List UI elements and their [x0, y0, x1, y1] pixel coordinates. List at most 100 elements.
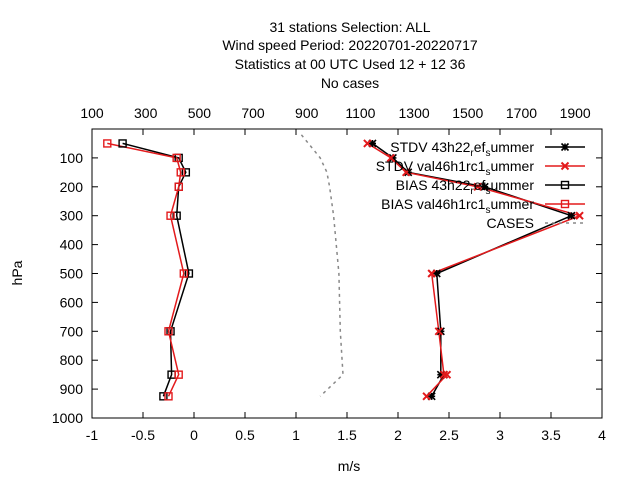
data-point: [176, 168, 185, 177]
title-line: 31 stations Selection: ALL: [269, 19, 430, 35]
data-point: [386, 153, 396, 163]
legend-label-part: BIAS 43h22: [396, 177, 471, 193]
legend-label-part: s: [485, 205, 490, 216]
x2-tick-label: 1100: [345, 105, 375, 121]
data-point: [184, 269, 194, 278]
data-point: [388, 153, 397, 162]
legend-label-part: STDV 43h22: [390, 139, 470, 155]
data-point: [174, 182, 183, 192]
x-tick-label: 2.5: [439, 427, 459, 443]
data-point: [159, 392, 168, 401]
y-tick-label: 200: [60, 179, 84, 195]
x-tick-label: 0: [190, 427, 198, 443]
y-tick-label: 700: [60, 323, 84, 339]
x2-tick-label: 700: [241, 105, 265, 121]
data-point: [422, 392, 431, 401]
legend-label-part: ummer: [490, 139, 534, 155]
data-point: [172, 211, 181, 220]
series-line: [107, 142, 185, 397]
legend-label-part: ef: [474, 139, 486, 155]
x-tick-label: -0.5: [131, 427, 155, 443]
data-point: [442, 370, 452, 379]
data-point: [480, 182, 489, 191]
y-tick-label: 600: [60, 294, 84, 310]
data-point: [172, 153, 181, 163]
legend-label-part: ummer: [490, 158, 534, 174]
title-line: Statistics at 00 UTC Used 12 + 12 36: [235, 56, 466, 72]
series-markers: [103, 139, 584, 401]
x2-tick-label: 1900: [560, 105, 591, 121]
data-point: [174, 370, 183, 379]
legend-label-part: r: [470, 148, 474, 159]
legend-label-part: s: [485, 148, 490, 159]
axis-ticks: -1 -0.5 0 0.5 1 1.5 2 2.5 3 3.5 4 100 300 500 700 900 11…: [52, 105, 606, 443]
x-tick-label: 2: [394, 427, 402, 443]
y-tick-label: 900: [60, 381, 84, 397]
data-point: [103, 139, 112, 148]
y-tick-label: 100: [60, 150, 84, 166]
title-line: Wind speed Period: 20220701-20220717: [222, 37, 478, 53]
data-point: [179, 269, 189, 278]
x-tick-label: 1.5: [337, 427, 357, 443]
legend-label-part: ummer: [490, 196, 534, 212]
legend-label: STDV val46h1rc1summer: [376, 158, 535, 178]
legend-label-part: ef: [474, 177, 486, 193]
data-point: [181, 168, 191, 177]
legend-label: CASES: [487, 215, 534, 231]
x2-tick-label: 1700: [506, 105, 537, 121]
series-lines: [107, 134, 582, 397]
y-tick-label: 300: [60, 208, 84, 224]
x2-tick-label: 300: [134, 105, 158, 121]
data-point: [401, 168, 411, 177]
x-tick-label: 1: [292, 427, 300, 443]
data-point: [473, 182, 482, 192]
data-point: [567, 211, 576, 220]
legend-label-part: s: [485, 167, 490, 178]
y-tick-label: 500: [60, 266, 84, 282]
y-tick-label: 1000: [52, 410, 83, 426]
data-point: [363, 139, 372, 148]
data-point: [404, 168, 413, 177]
data-point: [427, 269, 436, 278]
x2-tick-label: 1500: [452, 105, 483, 121]
series-line: [300, 134, 344, 397]
legend-label: BIAS 43h22refsummer: [396, 177, 535, 197]
x2-tick-label: 1300: [399, 105, 430, 121]
x-tick-label: 3.5: [541, 427, 561, 443]
data-point: [560, 142, 570, 152]
data-point: [427, 392, 436, 401]
data-point: [436, 327, 445, 336]
x2-tick-label: 900: [295, 105, 319, 121]
data-point: [164, 327, 173, 336]
series-line: [122, 142, 190, 397]
data-point: [166, 211, 175, 220]
data-point: [560, 180, 570, 190]
data-point: [560, 161, 570, 171]
x-tick-label: 0.5: [235, 427, 255, 443]
legend-label-part: ummer: [490, 177, 534, 193]
x2-tick-label: 500: [188, 105, 212, 121]
data-point: [575, 211, 584, 220]
data-point: [434, 327, 444, 336]
y-tick-label: 800: [60, 352, 84, 368]
x-tick-label: -1: [86, 427, 99, 443]
data-point: [560, 199, 570, 209]
data-point: [118, 139, 127, 148]
legend-label: STDV 43h22refsummer: [390, 139, 534, 159]
legend-label-part: STDV val46h1rc1: [376, 158, 486, 174]
legend-label: BIAS val46h1rc1summer: [381, 196, 534, 216]
data-point: [439, 370, 449, 379]
data-point: [368, 139, 377, 148]
legend-label-part: s: [485, 186, 490, 197]
x-axis-label: m/s: [338, 458, 361, 474]
chart-title: 31 stations Selection: ALL Wind speed Pe…: [222, 19, 478, 91]
legend-label-part: BIAS val46h1rc1: [381, 196, 485, 212]
title-line: No cases: [321, 75, 379, 91]
legend-label-part: CASES: [487, 215, 534, 231]
data-point: [164, 392, 173, 401]
y-axis-label: hPa: [9, 260, 25, 285]
y-tick-label: 400: [60, 237, 84, 253]
